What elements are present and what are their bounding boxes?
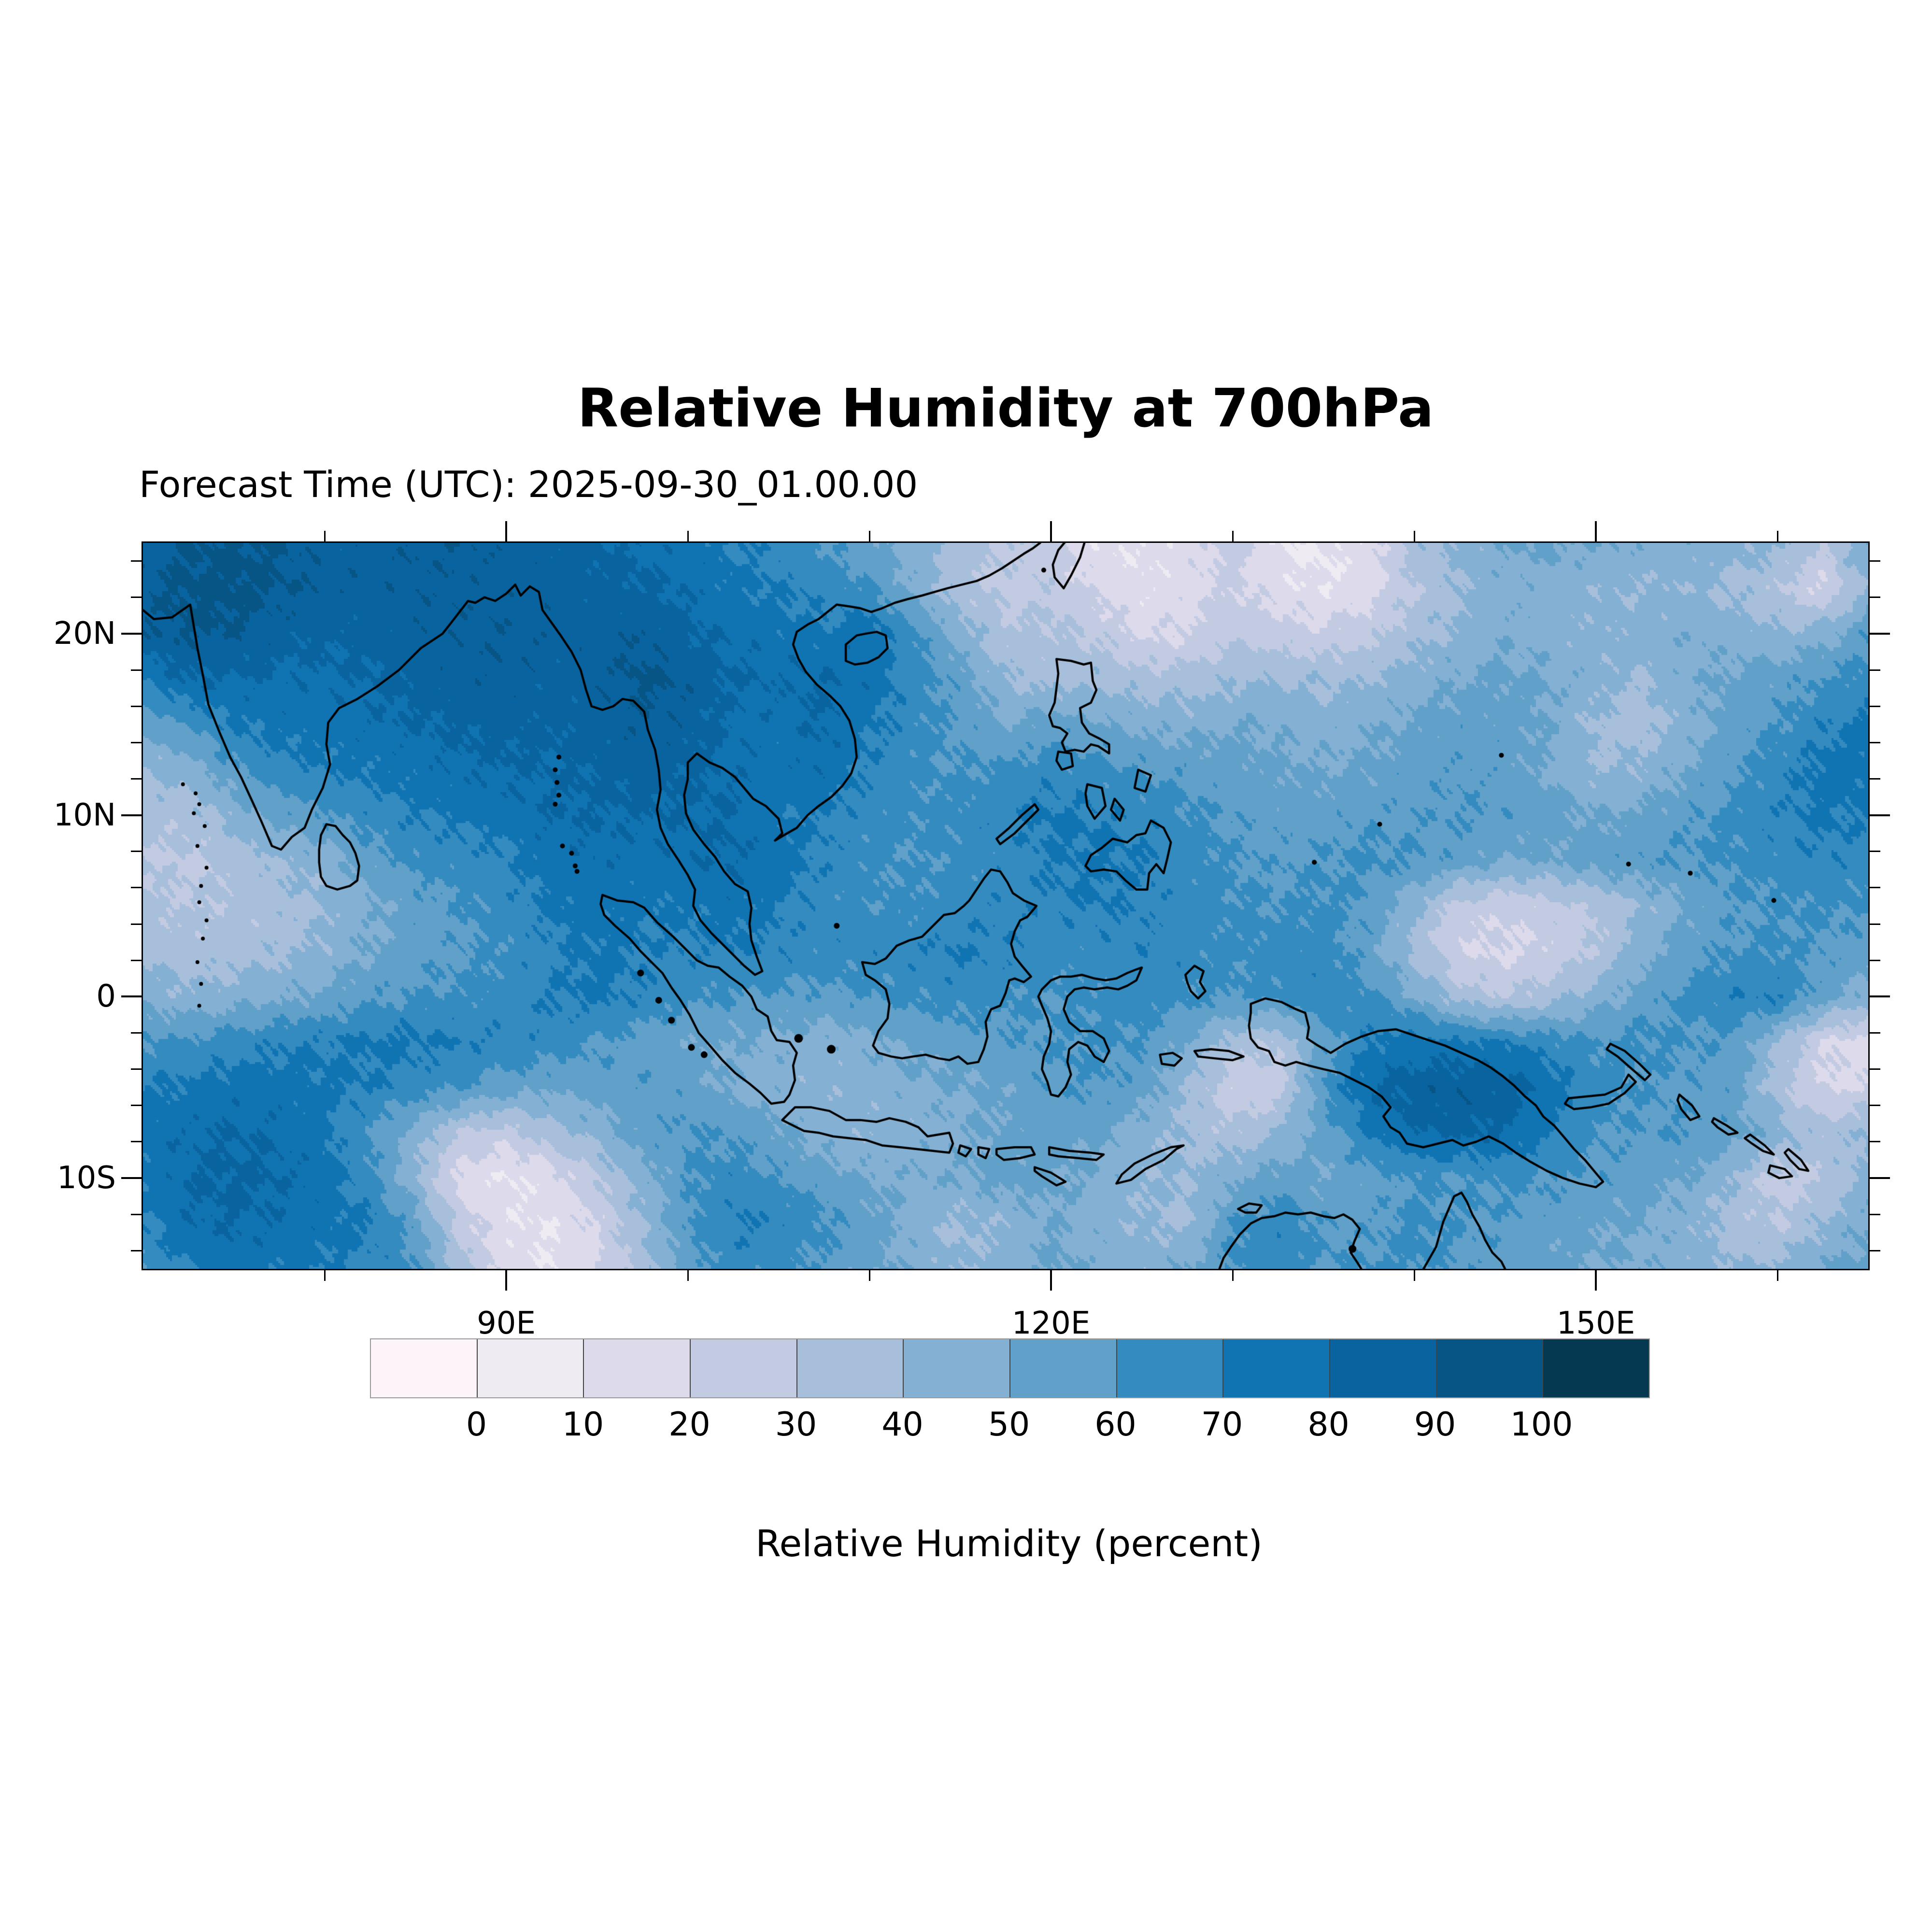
axis-tick (131, 560, 142, 562)
x-axis-label: 150E (1556, 1306, 1635, 1341)
axis-tick (505, 1270, 507, 1291)
colorbar (370, 1338, 1650, 1398)
colorbar-tick-label: 50 (988, 1406, 1030, 1444)
axis-tick (131, 923, 142, 925)
axis-tick (131, 887, 142, 889)
axis-tick (1413, 531, 1415, 541)
colorbar-tick-label: 40 (881, 1406, 923, 1444)
axis-tick (1870, 705, 1880, 707)
colorbar-segment (1435, 1339, 1543, 1397)
axis-tick (131, 669, 142, 671)
axis-tick (1870, 1213, 1880, 1215)
colorbar-tick-label: 90 (1414, 1406, 1456, 1444)
axis-tick (131, 1032, 142, 1034)
axis-tick (505, 521, 507, 541)
axis-tick (324, 1270, 326, 1281)
colorbar-segment (476, 1339, 583, 1397)
axis-tick (1870, 1141, 1880, 1143)
axis-tick (131, 1141, 142, 1143)
colorbar-segment (1222, 1339, 1330, 1397)
colorbar-segment (903, 1339, 1010, 1397)
forecast-time-subtitle: Forecast Time (UTC): 2025-09-30_01.00.00 (139, 463, 918, 506)
x-axis-label: 120E (1011, 1306, 1091, 1341)
axis-tick (1595, 1270, 1597, 1291)
axis-tick (1870, 1068, 1880, 1070)
colorbar-tick-label: 60 (1094, 1406, 1136, 1444)
axis-tick (131, 1213, 142, 1215)
axis-tick (121, 632, 142, 635)
axis-tick (131, 597, 142, 598)
axis-tick (1776, 1270, 1778, 1281)
x-axis-label: 90E (477, 1306, 536, 1341)
axis-tick (131, 959, 142, 961)
axis-tick (1870, 959, 1880, 961)
y-axis-label: 20N (53, 615, 116, 652)
colorbar-segment (583, 1339, 690, 1397)
colorbar-segment (371, 1339, 477, 1397)
colorbar-tick-label: 20 (668, 1406, 710, 1444)
axis-tick (131, 705, 142, 707)
axis-tick (131, 851, 142, 852)
axis-tick (1870, 560, 1880, 562)
axis-tick (1870, 632, 1890, 635)
axis-tick (131, 1250, 142, 1251)
colorbar-tick-label: 30 (775, 1406, 817, 1444)
axis-tick (687, 1270, 689, 1281)
axis-tick (687, 531, 689, 541)
y-axis-label: 10S (57, 1160, 116, 1196)
colorbar-segment (1329, 1339, 1436, 1397)
axis-tick (1595, 521, 1597, 541)
axis-tick (868, 1270, 870, 1281)
colorbar-segment (690, 1339, 796, 1397)
colorbar-tick-label: 70 (1201, 1406, 1243, 1444)
axis-tick (1870, 741, 1880, 743)
axis-tick (1870, 995, 1890, 998)
axis-tick (1870, 1250, 1880, 1251)
axis-tick (1870, 814, 1890, 816)
y-axis-label: 10N (53, 797, 116, 833)
axis-tick (1870, 1177, 1890, 1179)
axis-tick (131, 741, 142, 743)
axis-tick (1232, 1270, 1234, 1281)
colorbar-tick-label: 100 (1510, 1406, 1573, 1444)
axis-tick (1050, 521, 1052, 541)
axis-tick (131, 1105, 142, 1107)
axis-tick (1870, 1105, 1880, 1107)
colorbar-segment (796, 1339, 903, 1397)
axis-tick (131, 1068, 142, 1070)
colorbar-segment (1542, 1339, 1649, 1397)
colorbar-segment (1009, 1339, 1116, 1397)
colorbar-label: Relative Humidity (percent) (755, 1522, 1263, 1565)
axis-tick (1413, 1270, 1415, 1281)
y-axis-label: 0 (96, 979, 116, 1015)
humidity-map-canvas (143, 543, 1868, 1269)
axis-tick (1870, 1032, 1880, 1034)
axis-tick (1232, 531, 1234, 541)
axis-tick (1870, 923, 1880, 925)
colorbar-tick-label: 10 (562, 1406, 604, 1444)
colorbar-tick-label: 80 (1307, 1406, 1350, 1444)
axis-tick (121, 1177, 142, 1179)
colorbar-segment (1116, 1339, 1223, 1397)
axis-tick (1870, 597, 1880, 598)
axis-tick (121, 814, 142, 816)
axis-tick (1870, 887, 1880, 889)
axis-tick (1870, 851, 1880, 852)
chart-title: Relative Humidity at 700hPa (577, 377, 1434, 439)
axis-tick (1050, 1270, 1052, 1291)
axis-tick (1870, 778, 1880, 780)
colorbar-tick-label: 0 (466, 1406, 487, 1444)
axis-tick (1870, 669, 1880, 671)
axis-tick (1776, 531, 1778, 541)
axis-tick (131, 778, 142, 780)
axis-tick (324, 531, 326, 541)
axis-tick (868, 531, 870, 541)
axis-tick (121, 995, 142, 998)
